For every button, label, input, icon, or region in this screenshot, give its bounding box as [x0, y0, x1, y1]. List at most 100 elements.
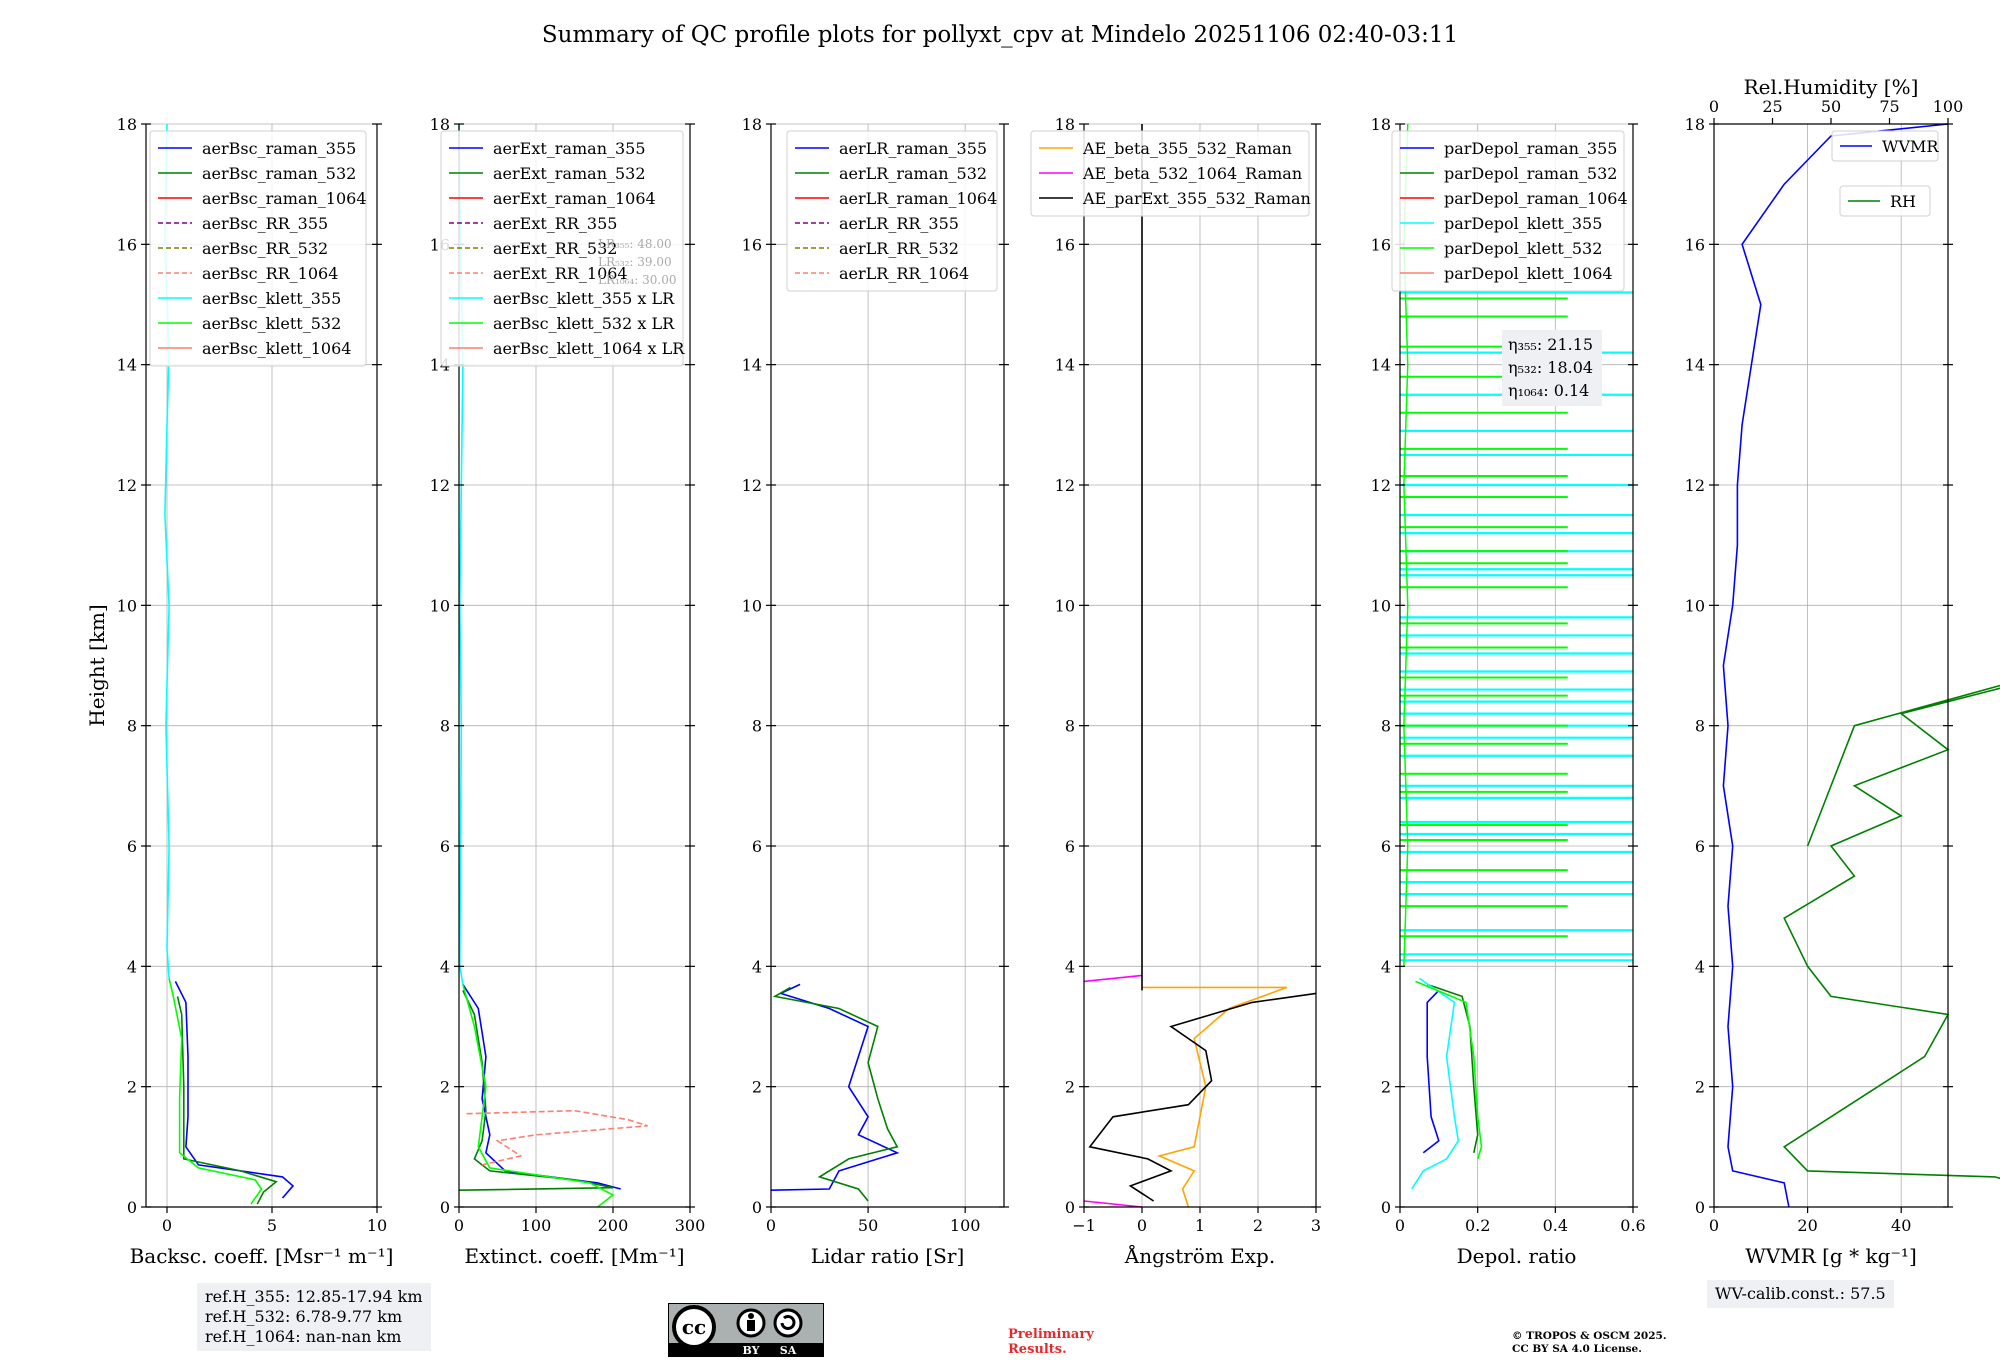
y-tick-label: 6	[1381, 837, 1391, 856]
annotation-frame	[1502, 330, 1602, 406]
y-tick-label: 14	[117, 356, 137, 375]
legend-entry: aerExt_RR_1064	[493, 264, 628, 283]
legend-entry: aerExt_raman_355	[493, 139, 646, 158]
lr-annotation: LR₁₀₆₄: 30.00	[598, 273, 676, 287]
legend-frame	[149, 130, 367, 367]
legend-entry: aerBsc_klett_532 x LR	[493, 314, 675, 333]
x-tick-label: 1	[1195, 1216, 1205, 1235]
top-x-tick-label: 100	[1933, 97, 1964, 116]
legend-entry: aerLR_raman_532	[839, 164, 987, 183]
y-tick-label: 2	[752, 1078, 762, 1097]
y-tick-label: 14	[1685, 356, 1705, 375]
y-tick-label: 18	[1685, 115, 1705, 134]
x-tick-label: 100	[950, 1216, 981, 1235]
x-tick-label: 0.6	[1620, 1216, 1645, 1235]
legend: aerBsc_raman_355 aerBsc_raman_532 aerBsc_r…	[149, 130, 367, 367]
x-axis-label: Depol. ratio	[1457, 1244, 1577, 1268]
y-tick-label: 6	[752, 837, 762, 856]
x-tick-label: 0	[454, 1216, 464, 1235]
eta-annotation: η₁₀₆₄: 0.14	[1508, 381, 1589, 400]
y-tick-label: 12	[1055, 476, 1075, 495]
series-RH	[1782, 684, 2000, 1180]
wv-calibration-constant: WV-calib.const.: 57.5	[1715, 1284, 1886, 1303]
svg-text:SA: SA	[780, 1344, 797, 1357]
legend-entry: AE_parExt_355_532_Raman	[1082, 189, 1311, 208]
legend-wvmr: WVMR	[1831, 130, 1939, 162]
y-tick-label: 12	[1685, 476, 1705, 495]
y-tick-label: 8	[127, 717, 137, 736]
eta-annotation-box: η₃₅₅: 21.15 η₅₃₂: 18.04 η₁₀₆₄: 0.14	[1502, 330, 1602, 406]
legend: AE_beta_355_532_Raman AE_beta_532_1064_Ra…	[1030, 130, 1311, 217]
y-tick-label: 18	[1055, 115, 1075, 134]
y-tick-label: 4	[752, 957, 762, 976]
x-axis-label: Backsc. coeff. [Msr⁻¹ m⁻¹]	[130, 1244, 394, 1268]
legend-frame	[786, 130, 998, 292]
legend-entry: aerBsc_RR_532	[202, 239, 328, 258]
wv-calibration-box: WV-calib.const.: 57.5	[1707, 1280, 1894, 1308]
series-aerLR_raman_532	[772, 986, 899, 1202]
copyright-note: © TROPOS & OSCM 2025. CC BY SA 4.0 Licen…	[1512, 1330, 1667, 1355]
y-tick-label: 0	[1381, 1198, 1391, 1217]
y-tick-label: 14	[1371, 356, 1391, 375]
y-tick-label: 4	[440, 957, 450, 976]
top-x-tick-label: 25	[1762, 97, 1782, 116]
series-parDepol_klett_355	[1411, 977, 1460, 1190]
legend-entry: aerExt_raman_532	[493, 164, 646, 183]
sa-share-alike-icon	[773, 1308, 803, 1338]
ref-height-532: ref.H_532: 6.78-9.77 km	[205, 1307, 403, 1326]
x-tick-label: 100	[521, 1216, 552, 1235]
lr-annotation: LR₃₅₅: 48.00	[598, 237, 672, 251]
eta-annotation: η₅₃₂: 18.04	[1508, 358, 1593, 377]
x-axis-label: Ångström Exp.	[1124, 1243, 1275, 1268]
legend-entry: aerBsc_RR_1064	[202, 264, 338, 283]
x-tick-label: 0	[162, 1216, 172, 1235]
y-tick-label: 8	[1065, 717, 1075, 736]
y-tick-label: 18	[117, 115, 137, 134]
legend-entry: parDepol_raman_355	[1444, 139, 1617, 158]
y-tick-label: 8	[752, 717, 762, 736]
series-aerBsc_raman_355	[174, 981, 295, 1199]
y-tick-label: 16	[1055, 235, 1075, 254]
y-tick-label: 16	[117, 235, 137, 254]
series-parDepol_klett_532	[1415, 980, 1483, 1160]
legend-entry: parDepol_raman_1064	[1444, 189, 1628, 208]
series-AE_beta_355_532_Raman	[1142, 986, 1288, 1208]
y-tick-label: 18	[430, 115, 450, 134]
y-tick-label: 10	[430, 596, 450, 615]
legend-rh: RH	[1839, 185, 1931, 217]
x-tick-label: 10	[367, 1216, 387, 1235]
x-tick-label: 2	[1253, 1216, 1263, 1235]
legend-entry: aerBsc_raman_355	[202, 139, 356, 158]
legend-entry: AE_beta_355_532_Raman	[1082, 139, 1292, 158]
y-tick-label: 12	[742, 476, 762, 495]
legend-entry: aerBsc_klett_532	[202, 314, 341, 333]
panel-backscatter: 0 2 4 6 8 10 12 14 16 18 0 5 10 Backsc. coeff. [Msr⁻¹…	[85, 115, 393, 1268]
y-tick-label: 8	[1381, 717, 1391, 736]
y-tick-label: 0	[1695, 1198, 1705, 1217]
legend-entry: aerLR_raman_355	[839, 139, 987, 158]
legend-frame	[1030, 130, 1310, 217]
legend-entry: aerLR_raman_1064	[839, 189, 997, 208]
legend: aerLR_raman_355 aerLR_raman_532 aerLR_rama…	[786, 130, 998, 292]
top-x-axis-label: Rel.Humidity [%]	[1744, 75, 1919, 99]
y-tick-label: 18	[1371, 115, 1391, 134]
cc-icon	[672, 1305, 716, 1349]
x-tick-label: 3	[1311, 1216, 1321, 1235]
y-tick-label: 16	[742, 235, 762, 254]
eta-annotation: η₃₅₅: 21.15	[1508, 335, 1593, 354]
legend-entry: parDepol_klett_532	[1444, 239, 1602, 258]
x-tick-label: 20	[1797, 1216, 1817, 1235]
ref-height-1064: ref.H_1064: nan-nan km	[205, 1327, 402, 1346]
y-tick-label: 4	[127, 957, 137, 976]
legend-frame	[1839, 185, 1931, 217]
legend-entry: aerLR_RR_355	[839, 214, 959, 233]
legend-entry: aerBsc_klett_1064	[202, 339, 351, 358]
x-tick-label: 0.2	[1465, 1216, 1490, 1235]
x-tick-label: 40	[1891, 1216, 1911, 1235]
x-tick-label: 0.4	[1543, 1216, 1568, 1235]
y-tick-label: 14	[1055, 356, 1075, 375]
legend: parDepol_raman_355 parDepol_raman_532 parD…	[1391, 130, 1628, 292]
y-tick-label: 2	[1695, 1078, 1705, 1097]
y-tick-label: 4	[1065, 957, 1075, 976]
